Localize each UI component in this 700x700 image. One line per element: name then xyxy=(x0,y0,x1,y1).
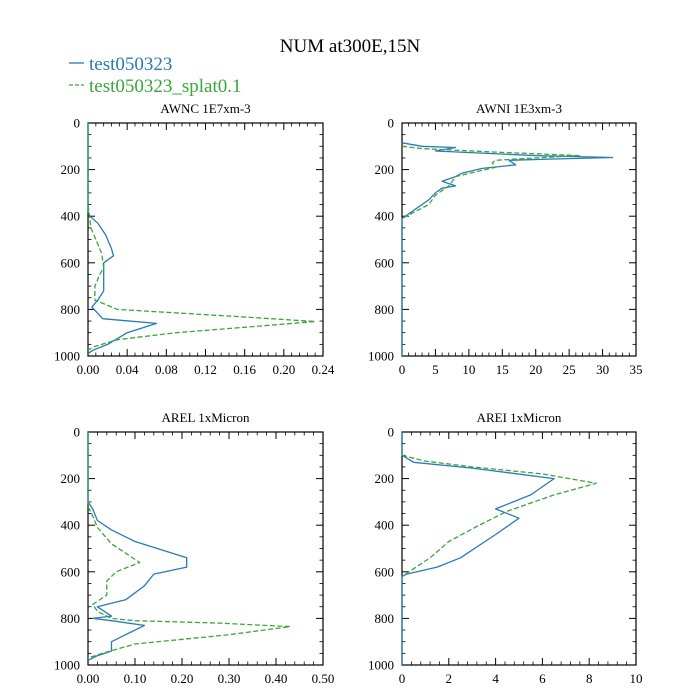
y-tick-label: 400 xyxy=(61,518,81,533)
series-test050323 xyxy=(401,142,614,356)
x-tick-label: 0 xyxy=(399,671,406,686)
y-tick-label: 400 xyxy=(375,518,395,533)
x-tick-label: 0.10 xyxy=(124,671,147,686)
y-tick-label: 200 xyxy=(375,471,395,486)
x-tick-label: 0.24 xyxy=(312,362,335,377)
panel-awnc-1e7xm-3: AWNC 1E7xm-3 0.00 0.04 0.08 0.12 0.16 0.20 0.24… xyxy=(54,101,335,377)
panel-awni-1e3xm-3: AWNI 1E3xm-3 0 5 10 15 20 25 30 35 0 200 400 600 800 1… xyxy=(368,101,643,377)
y-tick-label: 400 xyxy=(375,209,395,224)
y-tick-label: 800 xyxy=(61,611,81,626)
plot-frame xyxy=(401,431,637,666)
y-tick-label: 600 xyxy=(375,255,395,270)
x-tick-label: 10 xyxy=(630,671,643,686)
y-tick-label: 400 xyxy=(61,209,81,224)
x-tick-label: 10 xyxy=(462,362,475,377)
panel-title: AREL 1xMicron xyxy=(162,410,250,425)
y-tick-label: 800 xyxy=(61,302,81,317)
legend-label-test050323: test050323 xyxy=(89,54,172,75)
y-tick-label: 0 xyxy=(74,116,81,131)
y-tick-label: 0 xyxy=(388,116,395,131)
y-tick-label: 1000 xyxy=(54,658,80,673)
x-tick-label: 0.16 xyxy=(233,362,256,377)
x-tick-label: 30 xyxy=(596,362,609,377)
series-test050323 xyxy=(401,432,555,665)
x-tick-label: 0.30 xyxy=(218,671,241,686)
panel-arel-1xmicron: AREL 1xMicron 0.00 0.10 0.20 0.30 0.40 0.50 0 20… xyxy=(54,410,334,686)
series-test050323-splat0-1 xyxy=(87,432,291,659)
x-tick-label: 2 xyxy=(446,671,453,686)
panel-title: AREI 1xMicron xyxy=(477,410,562,425)
y-tick-label: 600 xyxy=(375,564,395,579)
legend: test050323 test050323_splat0.1 xyxy=(69,54,242,97)
panel-arei-1xmicron: AREI 1xMicron 0 2 4 6 8 10 0 200 400 600 800 1000 xyxy=(368,410,643,686)
x-tick-label: 8 xyxy=(586,671,593,686)
series-test050323-splat0-1 xyxy=(87,123,316,351)
panels: AWNC 1E7xm-3 0.00 0.04 0.08 0.12 0.16 0.20 0.24… xyxy=(54,101,643,686)
x-tick-label: 20 xyxy=(529,362,542,377)
x-tick-label: 5 xyxy=(432,362,439,377)
figure-title: NUM at300E,15N xyxy=(280,36,421,57)
plot-frame xyxy=(87,431,324,666)
y-tick-label: 600 xyxy=(61,564,81,579)
y-tick-label: 1000 xyxy=(368,349,394,364)
x-tick-label: 0.00 xyxy=(77,671,100,686)
y-tick-label: 1000 xyxy=(54,349,80,364)
x-tick-label: 0.00 xyxy=(77,362,100,377)
legend-label-test050323-splat: test050323_splat0.1 xyxy=(89,76,242,97)
x-tick-label: 25 xyxy=(563,362,576,377)
x-tick-label: 0.08 xyxy=(155,362,178,377)
x-tick-label: 0.40 xyxy=(265,671,288,686)
x-tick-label: 15 xyxy=(496,362,509,377)
series-test050323-splat0-1 xyxy=(401,145,580,220)
series-test050323 xyxy=(87,432,188,661)
x-tick-label: 0.12 xyxy=(194,362,217,377)
x-tick-label: 35 xyxy=(630,362,643,377)
y-tick-label: 0 xyxy=(388,425,395,440)
x-tick-label: 0 xyxy=(399,362,406,377)
x-tick-label: 0.04 xyxy=(116,362,139,377)
x-tick-label: 4 xyxy=(492,671,499,686)
panel-title: AWNC 1E7xm-3 xyxy=(160,101,250,116)
series-test050323 xyxy=(87,123,158,355)
x-tick-label: 6 xyxy=(539,671,546,686)
y-tick-label: 200 xyxy=(61,471,81,486)
y-tick-label: 200 xyxy=(375,162,395,177)
y-tick-label: 800 xyxy=(375,302,395,317)
x-tick-label: 0.20 xyxy=(171,671,194,686)
panel-title: AWNI 1E3xm-3 xyxy=(476,101,562,116)
x-tick-label: 0.20 xyxy=(272,362,295,377)
y-tick-label: 800 xyxy=(375,611,395,626)
y-tick-label: 600 xyxy=(61,255,81,270)
series-test050323-splat0-1 xyxy=(401,454,597,578)
y-tick-label: 200 xyxy=(61,162,81,177)
y-tick-label: 0 xyxy=(74,425,81,440)
y-tick-label: 1000 xyxy=(368,658,394,673)
x-tick-label: 0.50 xyxy=(312,671,335,686)
